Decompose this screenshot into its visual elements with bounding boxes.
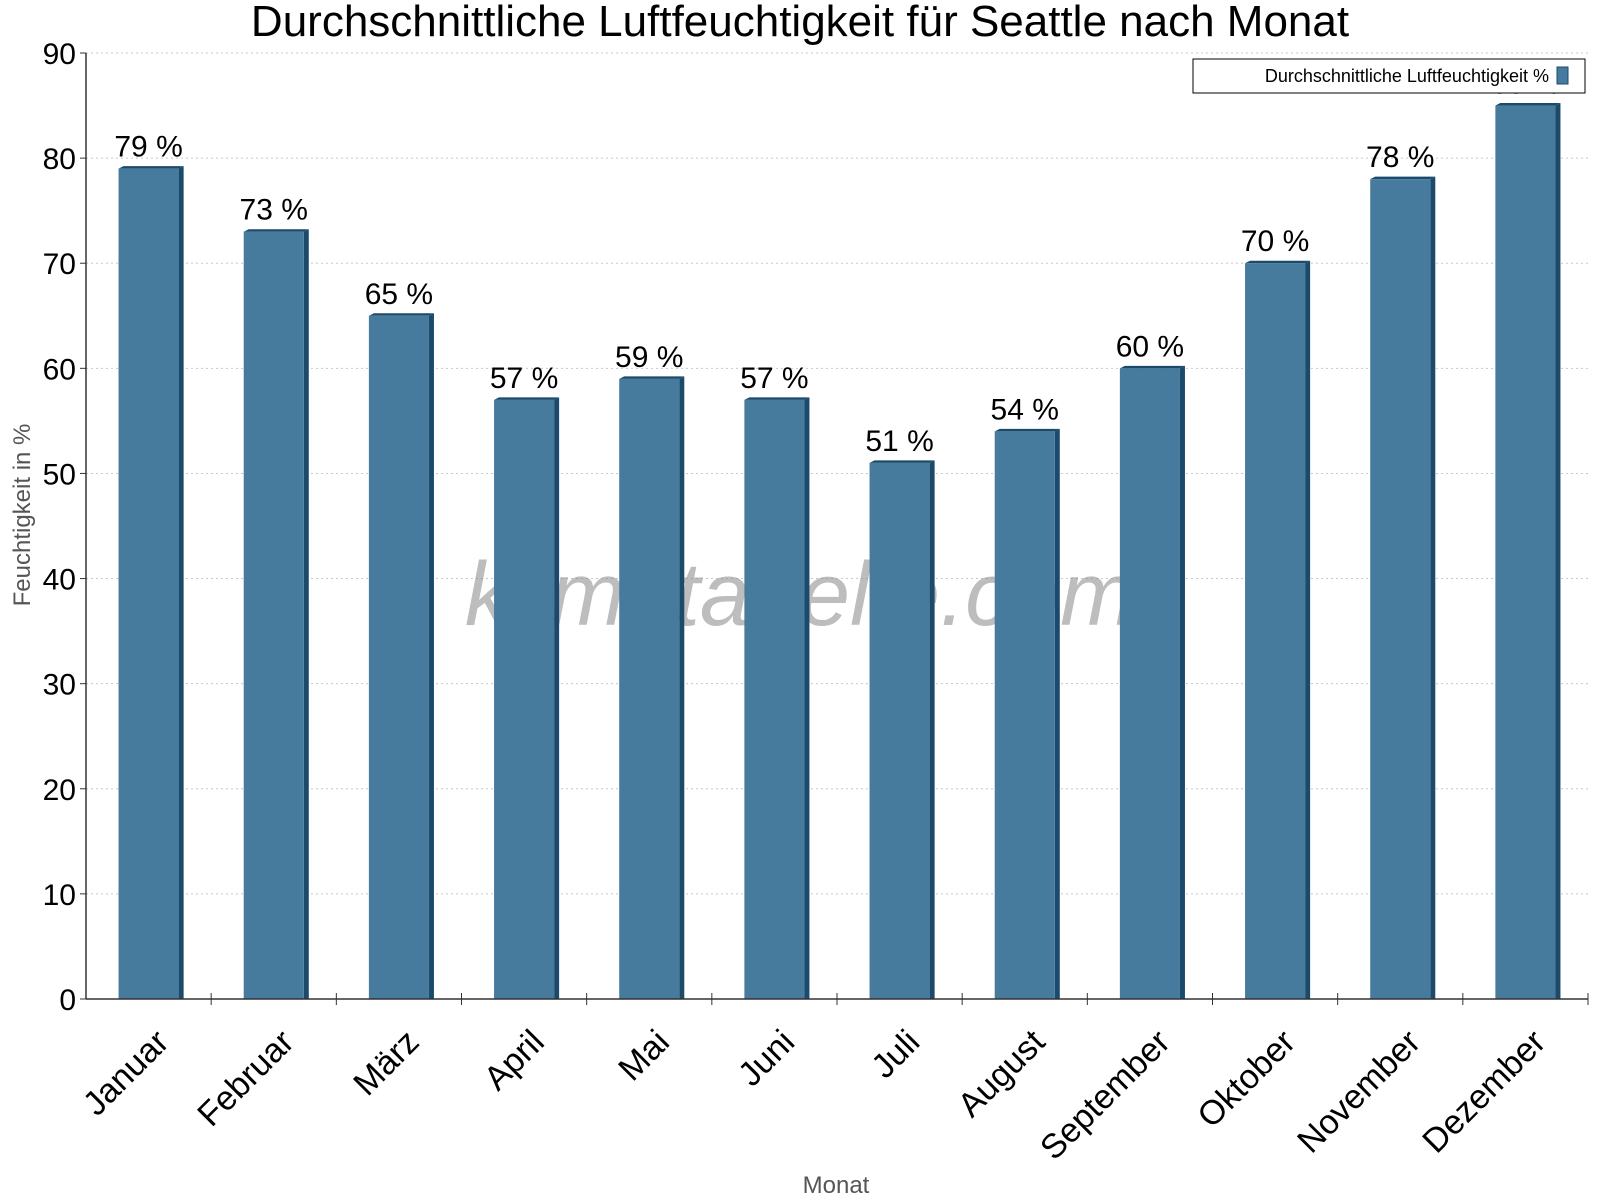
bar-side bbox=[1555, 103, 1561, 1000]
bar-side bbox=[303, 229, 309, 999]
bar bbox=[1245, 263, 1306, 999]
bar-value-label: 60 % bbox=[1116, 330, 1184, 363]
grid-lines bbox=[86, 52, 1588, 895]
bar bbox=[494, 399, 555, 999]
bar-value-label: 70 % bbox=[1241, 225, 1309, 258]
legend-label: Durchschnittliche Luftfeuchtigkeit % bbox=[1265, 66, 1549, 86]
y-tick-label: 20 bbox=[43, 774, 76, 807]
bar-value-label: 65 % bbox=[365, 278, 433, 311]
y-tick-label: 0 bbox=[59, 984, 76, 1017]
bar-side bbox=[804, 397, 810, 999]
bars: 79 % 73 % 65 % 57 % 59 % 57 % 51 % 54 % 60 % 70 %… bbox=[114, 68, 1561, 1000]
x-category-label: Juni bbox=[731, 1023, 802, 1094]
x-category-label: Oktober bbox=[1190, 1023, 1302, 1135]
bar-side bbox=[554, 397, 560, 999]
bar bbox=[1370, 179, 1431, 1000]
bar-top bbox=[619, 376, 685, 379]
bar-top bbox=[494, 397, 560, 400]
bar-value-label: 78 % bbox=[1366, 141, 1434, 174]
x-category-label: April bbox=[477, 1023, 552, 1098]
bar bbox=[869, 462, 930, 999]
x-category-label: August bbox=[951, 1022, 1053, 1124]
y-tick-label: 70 bbox=[43, 248, 76, 281]
bar-top bbox=[368, 313, 434, 316]
bar bbox=[368, 315, 429, 999]
y-tick-label: 60 bbox=[43, 353, 76, 386]
bar-value-label: 59 % bbox=[615, 341, 683, 374]
y-tick-label: 30 bbox=[43, 669, 76, 702]
bar-top bbox=[243, 229, 309, 232]
chart-title: Durchschnittliche Luftfeuchtigkeit für S… bbox=[251, 0, 1349, 46]
x-category-label: Mai bbox=[611, 1023, 677, 1089]
x-category-label: März bbox=[346, 1023, 426, 1103]
x-category-label: Januar bbox=[76, 1023, 176, 1123]
bar-top bbox=[744, 397, 810, 400]
bar-top bbox=[1370, 176, 1436, 180]
bar-side bbox=[1054, 428, 1060, 999]
y-axis-title: Feuchtigkeit in % bbox=[9, 424, 36, 607]
bar bbox=[744, 399, 805, 999]
bar-top bbox=[869, 460, 935, 463]
y-tick-label: 80 bbox=[43, 143, 76, 176]
bar-top bbox=[1119, 365, 1185, 369]
x-category-label: Februar bbox=[190, 1023, 301, 1134]
y-tick-label: 50 bbox=[43, 458, 76, 491]
x-category-label: Juli bbox=[864, 1023, 927, 1086]
y-tick-label: 40 bbox=[43, 564, 76, 597]
bar bbox=[118, 168, 179, 1000]
y-tick-label: 90 bbox=[43, 38, 76, 71]
bar bbox=[1495, 105, 1556, 1000]
bar bbox=[243, 231, 304, 999]
bar-side bbox=[428, 313, 434, 999]
y-tick-label: 10 bbox=[43, 879, 76, 912]
legend: Durchschnittliche Luftfeuchtigkeit % bbox=[1192, 58, 1586, 94]
x-category-label: September bbox=[1033, 1023, 1177, 1167]
bar bbox=[994, 431, 1055, 999]
bar-side bbox=[1179, 365, 1185, 999]
bar bbox=[619, 378, 680, 999]
x-category-label: Dezember bbox=[1415, 1023, 1553, 1161]
bar-value-label: 54 % bbox=[991, 393, 1059, 426]
bar-value-label: 51 % bbox=[865, 425, 933, 458]
x-axis-title: Monat bbox=[803, 1172, 870, 1199]
legend-box bbox=[1192, 58, 1586, 94]
bar-top bbox=[118, 166, 184, 169]
bar-top bbox=[1495, 103, 1561, 106]
bar-value-label: 57 % bbox=[740, 362, 808, 395]
bar-top bbox=[1245, 260, 1311, 264]
bar-side bbox=[929, 460, 935, 999]
bar bbox=[1119, 368, 1180, 999]
bar-side bbox=[1430, 176, 1436, 1000]
bar-value-label: 73 % bbox=[240, 194, 308, 227]
bar-side bbox=[1305, 260, 1311, 999]
bar-value-label: 57 % bbox=[490, 362, 558, 395]
bar-side bbox=[178, 166, 184, 1000]
x-category-label: November bbox=[1290, 1023, 1428, 1161]
bar-side bbox=[679, 376, 685, 999]
legend-swatch bbox=[1556, 66, 1569, 85]
bar-top bbox=[994, 428, 1060, 432]
bar-value-label: 79 % bbox=[114, 131, 182, 164]
